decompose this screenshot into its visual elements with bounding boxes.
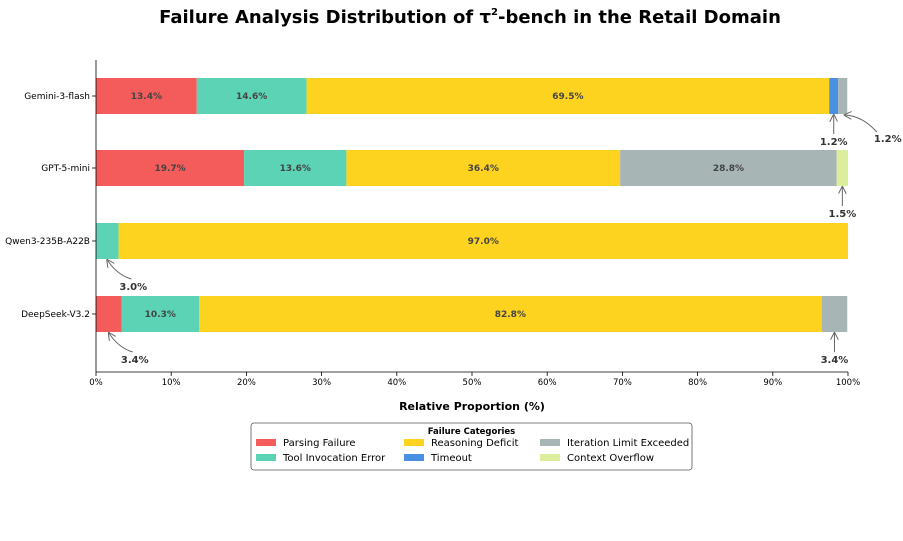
x-tick-label: 80% [688, 378, 707, 388]
segment-value-label: 14.6% [236, 92, 267, 102]
x-tick-label: 30% [312, 378, 331, 388]
bar-segment [821, 296, 848, 332]
segment-value-label: 82.8% [495, 310, 526, 320]
legend-title: Failure Categories [428, 427, 516, 437]
bar-segment [96, 296, 122, 332]
legend-swatch [540, 454, 560, 461]
bar-segment [196, 78, 307, 114]
bar-segment [121, 296, 200, 332]
legend-swatch [256, 439, 276, 446]
bar-segment [244, 150, 347, 186]
x-tick-label: 0% [89, 378, 103, 388]
legend-label: Parsing Failure [283, 438, 356, 449]
legend-box [250, 422, 693, 471]
bar-segment [199, 296, 822, 332]
bar-segment [118, 223, 848, 259]
callout-arrow [107, 260, 132, 280]
category-label: Qwen3-235B-A22B [5, 237, 90, 247]
segment-value-label: 13.6% [280, 164, 311, 174]
chart-title-superscript: 2 [491, 7, 498, 18]
category-label: Gemini-3-flash [24, 92, 90, 102]
bar-segment [306, 78, 830, 114]
legend-swatch [404, 454, 424, 461]
segment-value-label: 69.5% [552, 92, 583, 102]
x-axis-title: Relative Proportion (%) [399, 400, 545, 413]
bar-segment [346, 150, 621, 186]
callout-value-label: 1.2% [874, 134, 902, 145]
x-tick-label: 70% [613, 378, 632, 388]
segment-value-label: 13.4% [131, 92, 162, 102]
bar-segment [96, 223, 119, 259]
bar-segment [838, 78, 848, 114]
plot-area: Gemini-3-flash GPT-5-mini Qwen3-235B-A22B D… [5, 60, 902, 388]
bar-segment [96, 78, 197, 114]
bar-segment [620, 150, 837, 186]
segment-value-label: 36.4% [468, 164, 499, 174]
legend-label: Iteration Limit Exceeded [567, 438, 689, 449]
legend-swatch [256, 454, 276, 461]
x-tick-label: 90% [763, 378, 782, 388]
callout-arrow [109, 333, 133, 353]
category-label: DeepSeek-V3.2 [21, 310, 90, 320]
legend: Failure Categories Parsing Failure Tool In… [250, 422, 693, 471]
bar-segment [96, 150, 245, 186]
callout-value-label: 1.2% [820, 137, 848, 148]
callout-arrow [845, 115, 878, 133]
legend-swatch [540, 439, 560, 446]
x-tick-label: 50% [463, 378, 482, 388]
x-tick-label: 60% [538, 378, 557, 388]
chart-title-suffix: -bench in the Retail Domain [498, 7, 781, 28]
legend-label: Timeout [430, 453, 472, 464]
segment-value-label: 19.7% [154, 164, 185, 174]
callout-value-label: 1.5% [828, 209, 856, 220]
callout-value-label: 3.4% [821, 355, 849, 366]
segment-value-label: 28.8% [713, 164, 744, 174]
x-tick-label: 100% [836, 378, 860, 388]
legend-label: Tool Invocation Error [282, 453, 386, 464]
chart-title: Failure Analysis Distribution of τ2-benc… [159, 7, 781, 28]
callout-value-label: 3.4% [121, 355, 149, 366]
legend-swatch [404, 439, 424, 446]
segment-value-label: 97.0% [468, 237, 499, 247]
x-tick-label: 10% [162, 378, 181, 388]
callout-value-label: 3.0% [119, 282, 147, 293]
bar-segment [829, 78, 839, 114]
x-tick-label: 20% [237, 378, 256, 388]
bar-segment [836, 150, 848, 186]
chart-title-prefix: Failure Analysis Distribution of τ [159, 7, 491, 28]
segment-value-label: 10.3% [145, 310, 176, 320]
x-tick-label: 40% [387, 378, 406, 388]
legend-label: Context Overflow [567, 453, 654, 464]
legend-label: Reasoning Deficit [431, 438, 519, 449]
category-label: GPT-5-mini [41, 164, 90, 174]
